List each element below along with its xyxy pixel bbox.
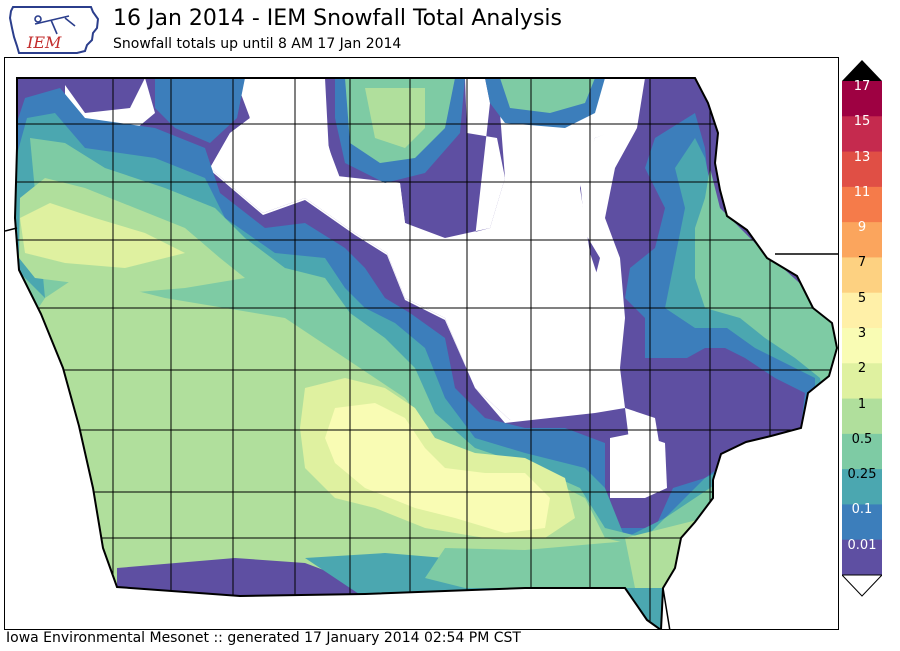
legend-swatch <box>842 539 882 576</box>
legend-label: 9 <box>857 220 867 236</box>
footer-credit: Iowa Environmental Mesonet :: generated … <box>6 630 521 646</box>
legend-colorbar <box>842 60 882 597</box>
iowa-state-outline-icon: IEM <box>8 6 100 54</box>
legend-label: 7 <box>857 255 867 271</box>
legend-swatch <box>842 151 882 188</box>
legend-label: 0.1 <box>851 502 873 518</box>
legend-swatch <box>842 433 882 470</box>
legend-swatch <box>842 186 882 223</box>
legend-label: 13 <box>853 149 871 165</box>
iem-logo: IEM <box>5 4 103 56</box>
legend-label: 3 <box>857 326 867 341</box>
legend-label: 0.25 <box>847 467 877 483</box>
map-subtitle: Snowfall totals up until 8 AM 17 Jan 201… <box>113 36 402 52</box>
legend-swatch <box>842 257 882 294</box>
legend-label: 0.5 <box>851 431 873 447</box>
county-lines <box>15 78 837 629</box>
snowfall-map <box>5 77 838 629</box>
map-panel[interactable] <box>4 57 839 630</box>
legend-swatch <box>842 328 882 364</box>
legend-swatch <box>842 504 882 541</box>
legend-label: 11 <box>853 184 871 200</box>
legend-swatch <box>842 469 882 505</box>
legend-swatch <box>842 81 882 117</box>
legend-label: 1 <box>857 396 867 412</box>
snowfall-contours <box>15 78 837 629</box>
legend-label: 5 <box>857 290 867 306</box>
legend-label: 2 <box>857 361 867 377</box>
logo-text: IEM <box>26 33 62 52</box>
legend-label: 0.01 <box>847 537 877 553</box>
map-title: 16 Jan 2014 - IEM Snowfall Total Analysi… <box>113 6 562 31</box>
legend-label: 15 <box>853 114 871 130</box>
legend-swatch <box>842 292 882 329</box>
legend-swatch <box>842 222 882 258</box>
legend-swatch <box>842 363 882 400</box>
legend-label: 17 <box>853 79 871 94</box>
legend-swatch <box>842 398 882 435</box>
legend-swatch <box>842 116 882 153</box>
iowa-border <box>13 77 838 629</box>
